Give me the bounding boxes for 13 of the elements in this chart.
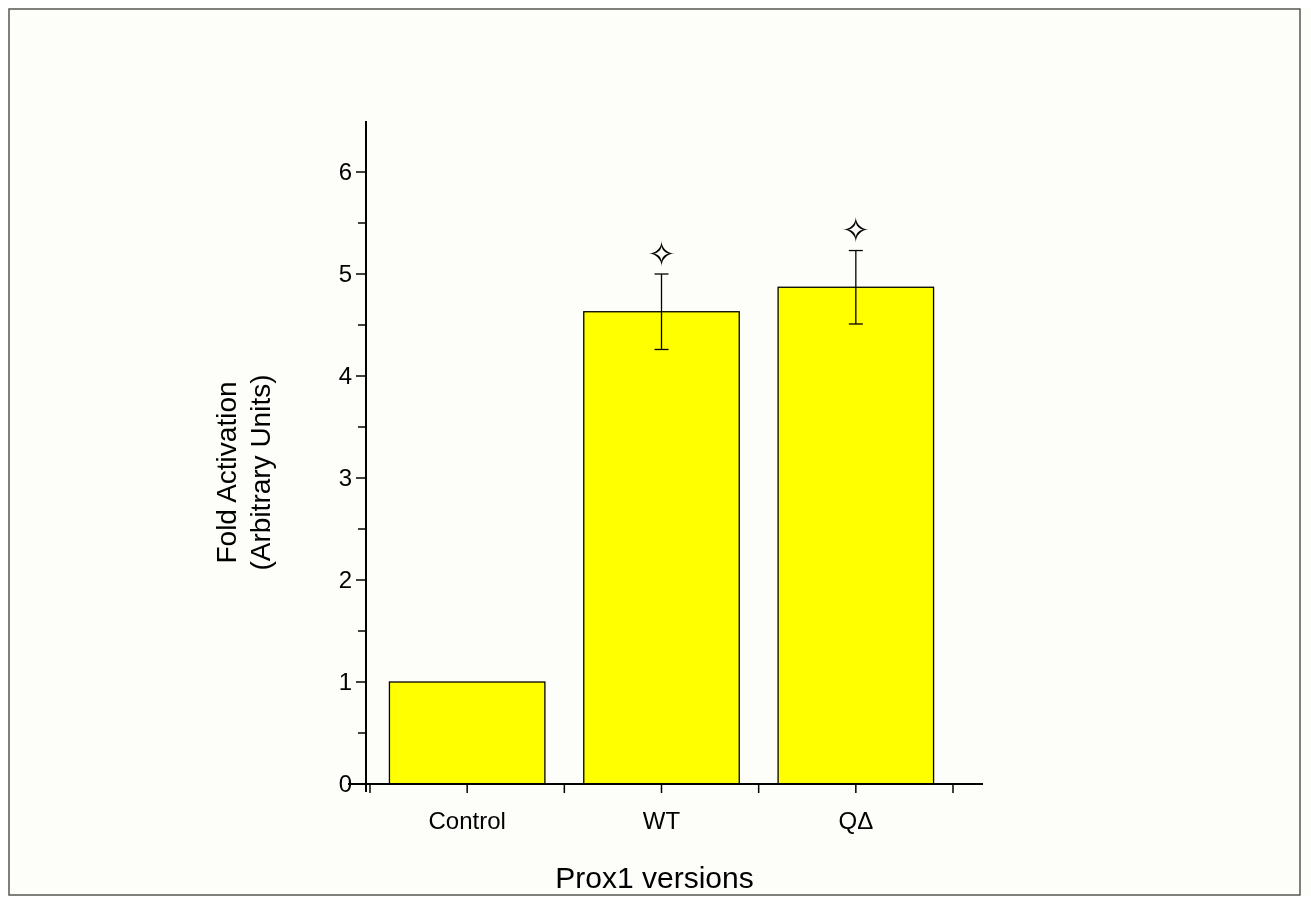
- x-tick-label: Control: [428, 807, 506, 834]
- x-tick-label: WT: [642, 807, 681, 834]
- y-tick-label: 4: [338, 362, 352, 390]
- y-tick-label: 5: [338, 260, 352, 288]
- y-tick-label: 2: [338, 566, 352, 594]
- y-tick-label: 6: [338, 158, 352, 186]
- y-tick-label: 3: [338, 464, 352, 492]
- annotation: ✧: [841, 210, 871, 251]
- y-axis-title: Fold Activation (Arbitrary Units): [211, 374, 276, 571]
- y-tick-label: 1: [338, 668, 352, 696]
- annotation: ✧: [647, 233, 676, 274]
- x-axis-title: Prox1 versions: [555, 861, 754, 894]
- x-tick-label: QΔ: [838, 807, 874, 834]
